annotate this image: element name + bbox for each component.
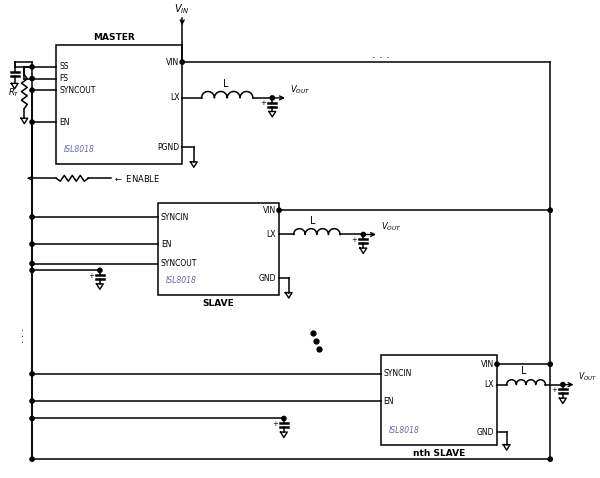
Text: +: + — [88, 272, 94, 279]
Text: SYNCOUT: SYNCOUT — [161, 259, 197, 268]
Text: ISL8018: ISL8018 — [166, 276, 197, 285]
Text: EN: EN — [383, 397, 394, 405]
Text: $V_{OUT}$: $V_{OUT}$ — [290, 84, 310, 96]
Circle shape — [30, 268, 34, 272]
Text: FS: FS — [59, 74, 68, 83]
Text: · · ·: · · · — [372, 53, 389, 63]
Circle shape — [277, 208, 281, 212]
Text: VIN: VIN — [481, 360, 494, 369]
Circle shape — [270, 96, 274, 100]
Text: GND: GND — [476, 427, 494, 436]
Circle shape — [30, 76, 34, 81]
Circle shape — [30, 215, 34, 219]
Text: EN: EN — [161, 239, 172, 249]
Circle shape — [30, 120, 34, 124]
Circle shape — [548, 457, 553, 461]
Circle shape — [548, 362, 553, 367]
Text: MASTER: MASTER — [94, 33, 135, 42]
Circle shape — [30, 399, 34, 403]
Circle shape — [361, 232, 365, 237]
Text: · · ·: · · · — [19, 327, 29, 343]
Text: LX: LX — [266, 230, 276, 239]
Text: ISL8018: ISL8018 — [388, 426, 419, 435]
Text: LX: LX — [485, 380, 494, 389]
Text: L: L — [223, 79, 229, 89]
Circle shape — [495, 362, 499, 367]
Text: +: + — [272, 421, 278, 427]
Text: ISL8018: ISL8018 — [64, 145, 95, 154]
Text: GND: GND — [259, 273, 276, 282]
Text: EN: EN — [59, 118, 70, 127]
Circle shape — [548, 208, 553, 212]
Bar — [381, 355, 497, 445]
Circle shape — [282, 416, 286, 421]
Circle shape — [30, 65, 34, 69]
Text: SS: SS — [59, 63, 68, 71]
Text: L: L — [310, 216, 316, 226]
Text: +: + — [551, 387, 557, 393]
Bar — [56, 44, 182, 164]
Text: nth SLAVE: nth SLAVE — [413, 449, 465, 458]
Circle shape — [180, 60, 184, 64]
Text: $R_T$: $R_T$ — [8, 87, 19, 99]
Bar — [158, 203, 279, 294]
Text: +: + — [352, 237, 358, 243]
Text: SYNCOUT: SYNCOUT — [59, 86, 95, 95]
Text: $\leftarrow$ ENABLE: $\leftarrow$ ENABLE — [113, 173, 161, 184]
Circle shape — [30, 457, 34, 461]
Circle shape — [30, 242, 34, 246]
Circle shape — [30, 88, 34, 92]
Text: +: + — [260, 100, 266, 106]
Text: SLAVE: SLAVE — [203, 299, 235, 308]
Circle shape — [30, 261, 34, 266]
Text: L: L — [521, 366, 527, 376]
Text: SYNCIN: SYNCIN — [161, 213, 189, 221]
Text: LX: LX — [170, 93, 179, 102]
Text: $V_{OUT}$: $V_{OUT}$ — [381, 220, 401, 232]
Text: VIN: VIN — [166, 57, 179, 66]
Text: $V_{IN}$: $V_{IN}$ — [175, 2, 190, 16]
Text: VIN: VIN — [263, 206, 276, 215]
Text: PGND: PGND — [157, 143, 179, 152]
Circle shape — [561, 382, 565, 387]
Circle shape — [30, 372, 34, 376]
Text: $V_{OUT}$: $V_{OUT}$ — [578, 370, 597, 383]
Circle shape — [30, 416, 34, 421]
Text: SYNCIN: SYNCIN — [383, 369, 412, 379]
Circle shape — [98, 268, 102, 272]
